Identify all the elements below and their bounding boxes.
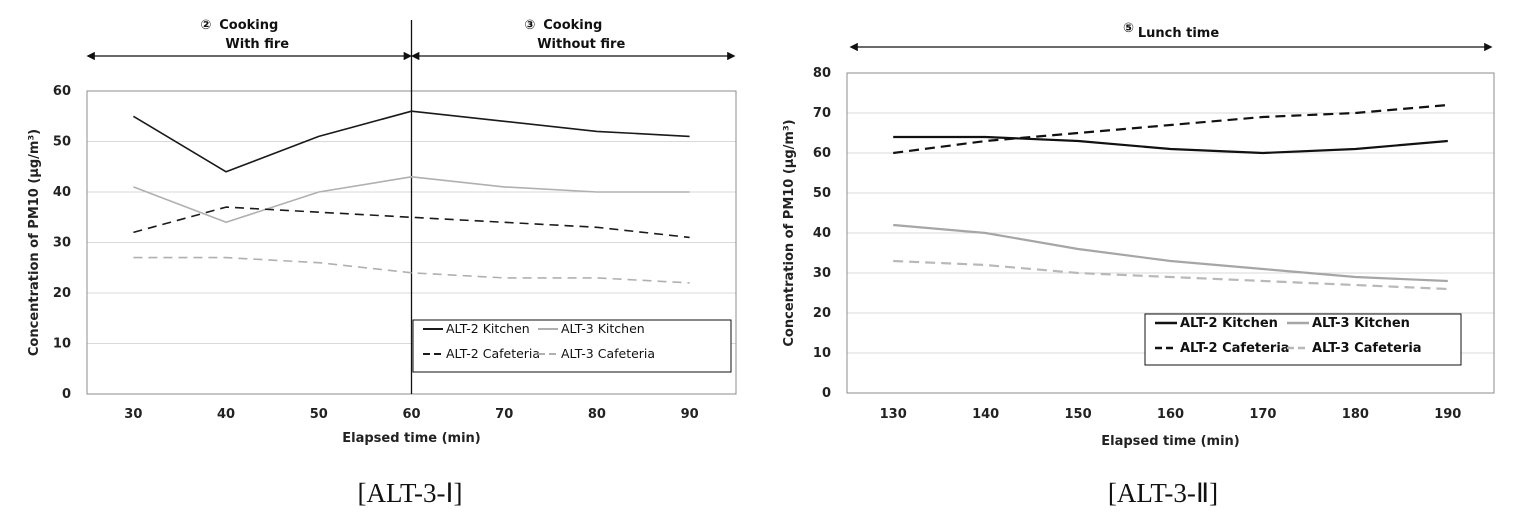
x-tick-label: 50 [310,407,328,422]
series-line-alt-2-kitchen [893,135,1448,155]
legend-label: ALT-2 Cafeteria [446,346,540,361]
phase-symbol: ⑤ [1123,21,1134,36]
y-tick-label: 10 [813,346,831,361]
phase-label-line1: ③ Cooking [524,18,602,33]
caption-alt-3-ii: [ALT-3-Ⅱ] [1108,478,1218,508]
x-tick-label: 40 [217,407,235,422]
phase-symbol: ② [200,18,211,33]
y-tick-label: 30 [813,266,831,281]
x-tick-label: 80 [588,407,606,422]
x-tick-label: 60 [402,407,420,422]
caption-alt-3-i: [ALT-3-Ⅰ] [358,478,463,508]
x-tick-label: 190 [1434,407,1461,422]
legend-box [412,319,732,373]
phase-label-line1: ② Cooking [200,18,278,33]
y-tick-label: 20 [53,286,71,301]
y-tick-label: 20 [813,306,831,321]
legend-label: ALT-3 Kitchen [1312,316,1410,331]
x-axis-title: Elapsed time (min) [1101,434,1240,449]
legend-label: ALT-3 Cafeteria [1312,341,1422,356]
phase-label-line2: With fire [225,37,289,52]
y-tick-label: 70 [813,106,831,121]
x-tick-label: 160 [1157,407,1184,422]
phase-label-line1: ⑤ Lunch time [1123,21,1220,41]
x-tick-label: 140 [972,407,999,422]
phase-title: Cooking [543,18,602,33]
series-line-alt-3-cafeteria [133,256,690,284]
legend-label: ALT-3 Kitchen [561,321,645,336]
y-tick-label: 10 [53,337,71,352]
y-tick-label: 40 [813,226,831,241]
y-tick-label: 0 [822,386,831,401]
legend-label: ALT-2 Kitchen [1180,316,1278,331]
series-line-alt-3-cafeteria [893,259,1448,291]
series-line-alt-2-cafeteria [133,206,690,239]
legend-label: ALT-2 Cafeteria [1180,341,1290,356]
legend-label: ALT-2 Kitchen [446,321,530,336]
y-tick-label: 60 [53,84,71,99]
phase-symbol: ③ [524,18,535,33]
x-axis-title: Elapsed time (min) [342,431,481,446]
y-tick-label: 30 [53,236,71,251]
y-axis-title: Concentration of PM10 (μg/m³) [27,129,42,356]
series-line-alt-3-kitchen [893,223,1448,283]
x-tick-label: 30 [124,407,142,422]
y-tick-label: 40 [53,185,71,200]
plot-area [846,72,1495,394]
series-line-alt-3-kitchen [133,176,690,224]
x-tick-label: 170 [1249,407,1276,422]
x-tick-label: 180 [1342,407,1369,422]
y-tick-label: 80 [813,66,831,81]
y-axis-title: Concentration of PM10 (μg/m³) [782,119,797,346]
y-tick-label: 0 [62,387,71,402]
phase-title: Cooking [219,18,278,33]
chart-alt-3-i: 0 10 20 30 40 50 60 30 40 50 60 70 80 90 Elapsed time … [27,18,737,446]
series-line-alt-2-kitchen [132,110,690,173]
chart-alt-3-ii: 0 10 20 30 40 50 60 70 80 130 140 150 160 170 180 190 El… [782,21,1495,449]
y-tick-label: 60 [813,146,831,161]
legend-label: ALT-3 Cafeteria [561,346,655,361]
phase-title: Lunch time [1138,26,1219,41]
y-tick-label: 50 [813,186,831,201]
x-tick-label: 130 [880,407,907,422]
x-tick-label: 70 [495,407,513,422]
series-line-alt-2-cafeteria [893,103,1448,155]
x-tick-label: 150 [1065,407,1092,422]
y-tick-label: 50 [53,135,71,150]
x-tick-label: 90 [681,407,699,422]
phase-label-line2: Without fire [537,37,625,52]
